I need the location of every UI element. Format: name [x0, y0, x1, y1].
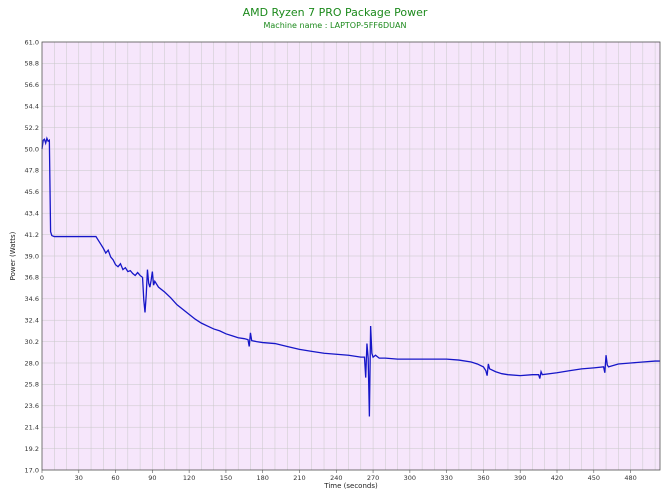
- x-tick-label: 30: [75, 474, 83, 482]
- x-tick-label: 60: [111, 474, 119, 482]
- x-tick-label: 390: [514, 474, 526, 482]
- y-tick-label: 17.0: [25, 466, 39, 474]
- y-tick-label: 36.8: [25, 274, 39, 282]
- y-tick-label: 45.6: [25, 188, 39, 196]
- x-tick-label: 180: [257, 474, 269, 482]
- x-tick-label: 300: [404, 474, 416, 482]
- plot-border: [41, 41, 661, 471]
- x-tick-label: 0: [40, 474, 44, 482]
- y-tick-label: 41.2: [25, 231, 39, 239]
- x-tick-label: 360: [477, 474, 489, 482]
- y-tick-label: 43.4: [25, 210, 39, 218]
- y-tick-label: 61.0: [25, 38, 39, 46]
- y-tick-label: 56.6: [25, 81, 39, 89]
- y-tick-label: 54.4: [25, 103, 39, 111]
- y-tick-label: 28.0: [25, 359, 39, 367]
- x-tick-label: 450: [588, 474, 600, 482]
- series-line: [41, 136, 660, 417]
- x-tick-label: 270: [367, 474, 379, 482]
- y-tick-label: 47.8: [25, 167, 39, 175]
- x-tick-label: 330: [440, 474, 452, 482]
- y-ticks: 17.0 19.2 21.4 23.6 25.8 28.0 30.2 32.4 34.6 36.8…: [25, 38, 39, 474]
- x-tick-label: 90: [148, 474, 156, 482]
- y-tick-label: 50.0: [25, 145, 39, 153]
- chart-title: AMD Ryzen 7 PRO Package Power: [242, 6, 428, 19]
- x-axis-label: Time (seconds): [323, 482, 378, 490]
- x-tick-label: 150: [220, 474, 232, 482]
- y-tick-label: 19.2: [25, 445, 39, 453]
- y-tick-label: 52.2: [25, 124, 39, 132]
- y-tick-label: 34.6: [25, 295, 39, 303]
- y-tick-label: 32.4: [25, 317, 39, 325]
- y-tick-label: 30.2: [25, 338, 39, 346]
- y-tick-label: 39.0: [25, 252, 39, 260]
- y-axis-label: Power (Watts): [9, 231, 17, 280]
- chart-subtitle: Machine name : LAPTOP-5FF6DUAN: [263, 21, 407, 30]
- x-tick-label: 120: [183, 474, 195, 482]
- x-tick-label: 210: [293, 474, 305, 482]
- x-tick-label: 420: [551, 474, 563, 482]
- grid: [42, 41, 660, 471]
- x-tick-label: 240: [330, 474, 342, 482]
- y-tick-label: 58.8: [25, 60, 39, 68]
- y-tick-label: 23.6: [25, 402, 39, 410]
- y-tick-label: 25.8: [25, 381, 39, 389]
- x-ticks: 0 30 60 90 120 150 180 210 240 270 300 330 360 390 420…: [40, 470, 637, 482]
- x-tick-label: 480: [624, 474, 636, 482]
- y-tick-label: 21.4: [25, 424, 39, 432]
